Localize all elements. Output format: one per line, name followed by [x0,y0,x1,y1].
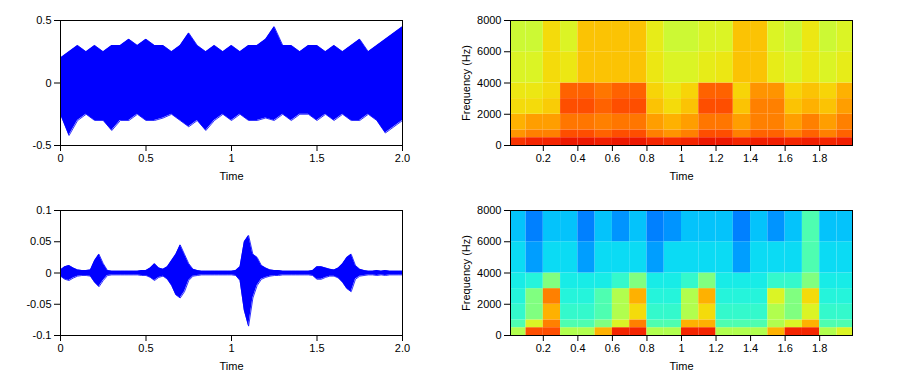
svg-text:0: 0 [45,267,51,279]
svg-text:Time: Time [669,170,693,182]
svg-text:1: 1 [228,152,234,164]
svg-text:0.8: 0.8 [639,342,654,354]
svg-text:1.2: 1.2 [708,152,723,164]
svg-text:0.2: 0.2 [536,152,551,164]
svg-text:8000: 8000 [477,204,501,216]
svg-text:-0.05: -0.05 [26,298,51,310]
svg-text:2000: 2000 [477,108,501,120]
svg-text:0: 0 [495,329,501,341]
svg-text:1.2: 1.2 [708,342,723,354]
svg-text:4000: 4000 [477,267,501,279]
svg-text:0.6: 0.6 [605,342,620,354]
svg-text:1.8: 1.8 [812,342,827,354]
svg-text:0: 0 [495,139,501,151]
svg-text:Frequency (Hz): Frequency (Hz) [460,235,472,311]
svg-text:0: 0 [57,342,63,354]
svg-text:1.4: 1.4 [743,342,758,354]
svg-text:Frequency (Hz): Frequency (Hz) [460,45,472,121]
svg-text:0.5: 0.5 [138,152,153,164]
svg-text:6000: 6000 [477,235,501,247]
svg-text:Time: Time [219,360,243,372]
svg-text:1.5: 1.5 [309,152,324,164]
svg-text:8000: 8000 [477,14,501,26]
svg-text:0.5: 0.5 [36,14,51,26]
svg-text:1.4: 1.4 [743,152,758,164]
svg-text:0: 0 [57,152,63,164]
svg-text:-0.1: -0.1 [33,329,52,341]
svg-text:2.0: 2.0 [395,342,410,354]
svg-text:-0.5: -0.5 [33,139,52,151]
svg-text:2000: 2000 [477,298,501,310]
svg-text:0.1: 0.1 [36,204,51,216]
svg-text:Time: Time [219,170,243,182]
svg-text:1: 1 [228,342,234,354]
svg-text:1: 1 [678,342,684,354]
svg-text:0.2: 0.2 [536,342,551,354]
svg-text:1.5: 1.5 [309,342,324,354]
svg-text:0.4: 0.4 [570,342,585,354]
svg-text:1: 1 [678,152,684,164]
svg-text:2.0: 2.0 [395,152,410,164]
svg-text:0.5: 0.5 [138,342,153,354]
svg-text:1.8: 1.8 [812,152,827,164]
svg-text:Time: Time [669,360,693,372]
svg-text:6000: 6000 [477,45,501,57]
svg-text:0.6: 0.6 [605,152,620,164]
svg-text:1.6: 1.6 [777,152,792,164]
svg-text:0.4: 0.4 [570,152,585,164]
svg-text:0.8: 0.8 [639,152,654,164]
svg-text:4000: 4000 [477,77,501,89]
svg-text:0: 0 [45,77,51,89]
svg-text:0.05: 0.05 [30,235,51,247]
svg-text:1.6: 1.6 [777,342,792,354]
